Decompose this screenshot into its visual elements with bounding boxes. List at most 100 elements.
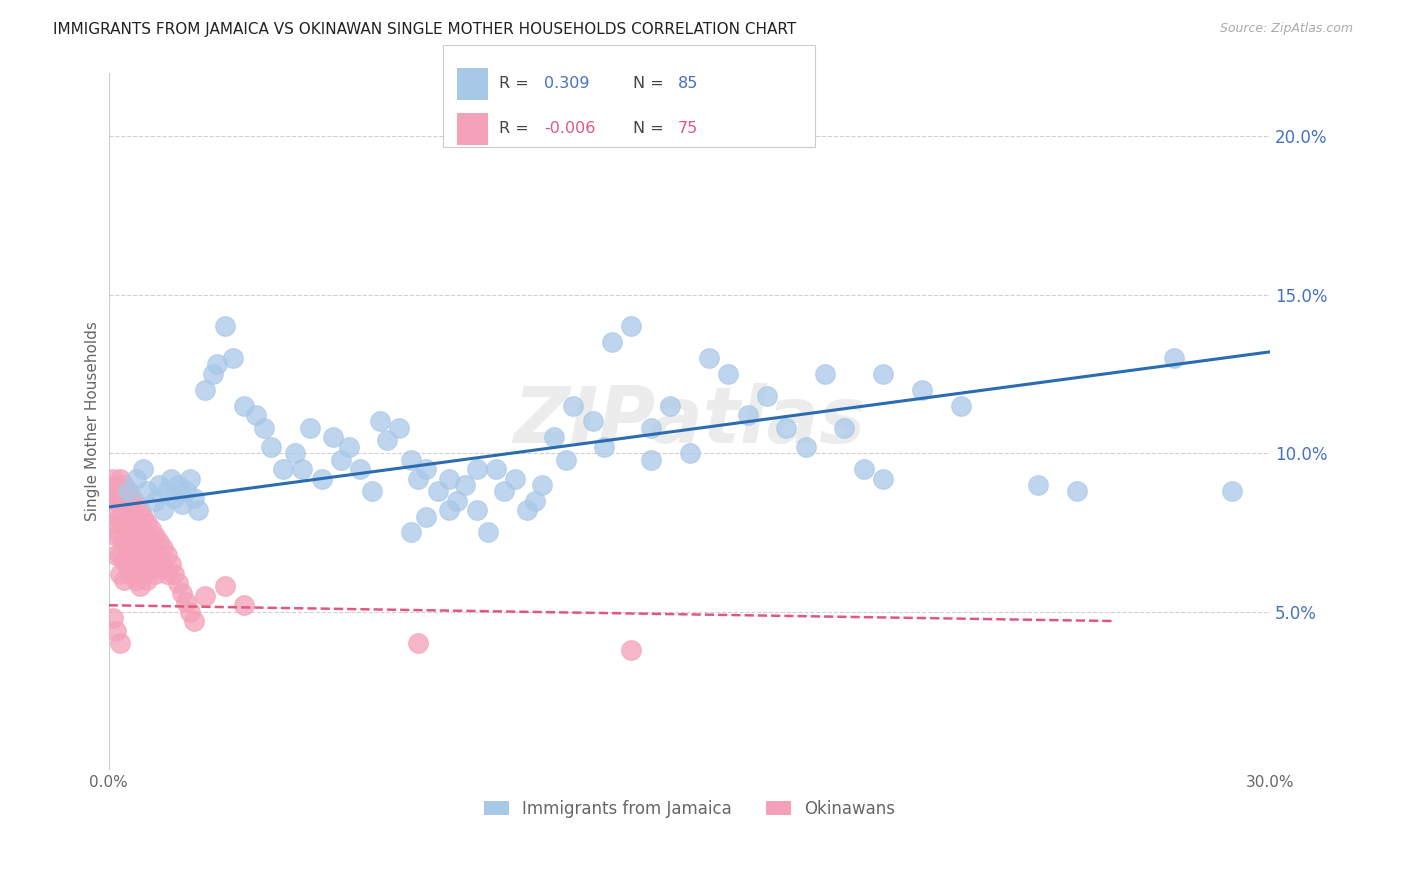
Point (101, 471, 124, 485)
Point (159, 557, 181, 571)
Point (911, 383, 934, 397)
Point (775, 421, 797, 435)
Point (156, 566, 179, 581)
Point (640, 421, 662, 435)
Point (852, 462, 875, 476)
Point (125, 497, 148, 511)
Point (620, 319, 643, 334)
Point (640, 452, 662, 467)
Text: 85: 85 (678, 76, 697, 91)
Point (110, 636, 132, 650)
Point (121, 566, 143, 581)
Point (112, 516, 135, 530)
Point (101, 491, 124, 505)
Point (1163, 351, 1185, 365)
Point (117, 484, 139, 499)
Point (163, 491, 186, 505)
Point (737, 408, 759, 422)
Point (125, 471, 148, 485)
Point (112, 497, 135, 511)
Point (233, 599, 256, 613)
Point (117, 503, 139, 517)
Point (132, 462, 155, 476)
Point (399, 452, 422, 467)
Point (600, 335, 623, 350)
Point (110, 528, 132, 542)
Point (465, 462, 488, 476)
Point (148, 554, 170, 568)
Point (717, 367, 740, 381)
Text: N =: N = (633, 121, 664, 136)
Text: IMMIGRANTS FROM JAMAICA VS OKINAWAN SINGLE MOTHER HOUSEHOLDS CORRELATION CHART: IMMIGRANTS FROM JAMAICA VS OKINAWAN SING… (53, 22, 797, 37)
Point (439, 503, 461, 517)
Point (554, 452, 576, 467)
Point (408, 471, 430, 485)
Point (163, 566, 186, 581)
Point (659, 399, 682, 413)
Point (136, 534, 159, 549)
Point (183, 614, 205, 628)
Point (221, 351, 243, 365)
Point (477, 525, 499, 540)
Point (187, 503, 209, 517)
Point (531, 478, 554, 492)
Point (132, 509, 155, 524)
Point (202, 367, 225, 381)
Point (101, 516, 124, 530)
Point (121, 528, 143, 542)
Point (105, 548, 128, 562)
Text: ZIPatlas: ZIPatlas (513, 384, 866, 459)
Point (755, 389, 778, 403)
Point (174, 595, 197, 609)
Y-axis label: Single Mother Households: Single Mother Households (86, 321, 100, 522)
Text: R =: R = (499, 76, 529, 91)
Point (214, 579, 236, 593)
Point (593, 440, 616, 454)
Point (143, 548, 166, 562)
Point (132, 528, 155, 542)
Point (117, 484, 139, 499)
Point (117, 522, 139, 536)
Point (112, 573, 135, 587)
Point (105, 493, 128, 508)
Point (1066, 484, 1088, 499)
Point (136, 573, 159, 587)
Text: 0.309: 0.309 (544, 76, 589, 91)
Point (110, 509, 132, 524)
Point (148, 478, 170, 492)
Point (125, 554, 148, 568)
Point (415, 462, 437, 476)
Point (136, 484, 159, 499)
Point (105, 528, 128, 542)
Text: -0.006: -0.006 (544, 121, 596, 136)
Point (322, 430, 344, 444)
Point (1220, 484, 1243, 499)
Point (112, 534, 135, 549)
Point (454, 478, 477, 492)
Point (439, 471, 461, 485)
Point (361, 484, 384, 499)
Point (112, 554, 135, 568)
Point (408, 636, 430, 650)
Point (152, 560, 174, 574)
Point (291, 462, 314, 476)
Point (132, 566, 155, 581)
Point (143, 566, 166, 581)
Point (105, 509, 128, 524)
Point (426, 484, 449, 499)
Point (349, 462, 371, 476)
Point (697, 351, 720, 365)
Point (143, 528, 166, 542)
Point (128, 503, 150, 517)
Point (136, 554, 159, 568)
Point (465, 503, 488, 517)
Point (245, 408, 267, 422)
Point (141, 560, 163, 574)
Point (446, 493, 468, 508)
Point (298, 421, 321, 435)
Point (834, 421, 856, 435)
Point (159, 471, 181, 485)
Point (132, 548, 155, 562)
Point (101, 611, 124, 625)
Point (330, 452, 353, 467)
